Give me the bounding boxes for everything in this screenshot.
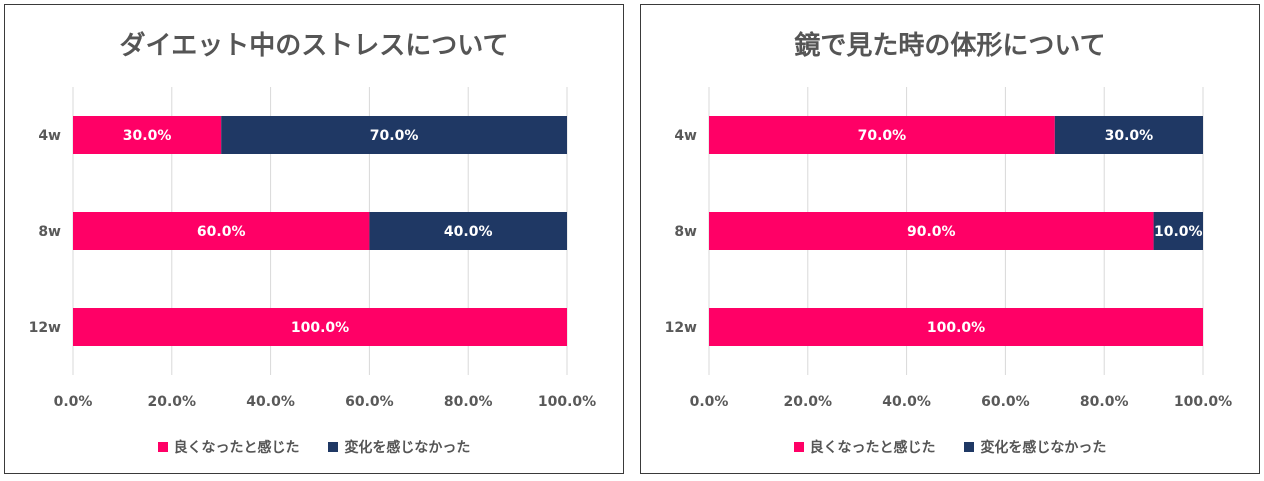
legend-label: 変化を感じなかった — [980, 440, 1107, 456]
bar-segment — [1054, 116, 1203, 154]
bar-segment — [1153, 212, 1203, 250]
y-category-label: 4w — [674, 128, 697, 144]
bar-segment — [709, 212, 1154, 250]
legend-label: 変化を感じなかった — [344, 440, 471, 456]
y-category-label: 8w — [674, 224, 697, 240]
chart-plot: 0.0% 20.0% 40.0% 60.0% 80.0% 100.0% 4w 8w 12w 30.… — [29, 87, 596, 410]
legend-swatch-improved — [793, 442, 804, 452]
y-category-label: 8w — [38, 224, 61, 240]
bar-segment — [709, 116, 1055, 154]
legend-swatch-no-change — [328, 442, 339, 452]
chart-panel-body-shape: 鏡で見た時の体形について 0.0% 20.0% 40.0% 60.0% 80.0% 100… — [640, 4, 1260, 474]
chart-legend: 良くなったと感じた 変化を感じなかった — [641, 437, 1259, 457]
bar-segment — [73, 116, 222, 154]
x-tick-label: 100.0% — [538, 394, 596, 410]
legend-item-improved: 良くなったと感じた — [793, 437, 936, 457]
legend-swatch-improved — [157, 442, 168, 452]
x-tick-label: 100.0% — [1174, 394, 1232, 410]
legend-item-no-change: 変化を感じなかった — [964, 437, 1106, 457]
bar-segment — [73, 308, 567, 346]
chart-title: 鏡で見た時の体形について — [794, 31, 1106, 61]
bar-segment — [709, 308, 1203, 346]
data-label: 10.0% — [1154, 224, 1203, 240]
chart-plot: 0.0% 20.0% 40.0% 60.0% 80.0% 100.0% 4w 8w 12w 70.… — [665, 87, 1232, 410]
data-label: 40.0% — [444, 224, 493, 240]
x-tick-label: 20.0% — [784, 394, 833, 410]
x-tick-label: 40.0% — [882, 394, 931, 410]
bar-segment — [73, 212, 370, 250]
data-label: 60.0% — [197, 224, 246, 240]
data-label: 100.0% — [927, 320, 985, 336]
x-tick-label: 40.0% — [246, 394, 295, 410]
y-category-label: 12w — [665, 320, 697, 336]
legend-item-no-change: 変化を感じなかった — [328, 437, 470, 457]
x-tick-label: 0.0% — [54, 394, 93, 410]
data-label: 90.0% — [907, 224, 956, 240]
x-tick-label: 60.0% — [981, 394, 1030, 410]
chart-title: ダイエット中のストレスについて — [119, 31, 509, 61]
data-label: 100.0% — [291, 320, 349, 336]
legend-label: 良くなったと感じた — [173, 440, 300, 456]
bar-segment — [221, 116, 567, 154]
data-label: 30.0% — [123, 128, 172, 144]
chart-panel-stress: ダイエット中のストレスについて 0.0% 20.0% 40.0% 60.0% 80.0%… — [4, 4, 624, 474]
data-label: 30.0% — [1105, 128, 1154, 144]
data-label: 70.0% — [858, 128, 907, 144]
x-tick-label: 80.0% — [444, 394, 493, 410]
x-tick-label: 0.0% — [690, 394, 729, 410]
x-tick-label: 80.0% — [1080, 394, 1129, 410]
y-category-label: 12w — [29, 320, 61, 336]
bar-segment — [369, 212, 567, 250]
chart-legend: 良くなったと感じた 変化を感じなかった — [5, 437, 623, 457]
data-label: 70.0% — [370, 128, 419, 144]
x-tick-label: 60.0% — [345, 394, 394, 410]
legend-item-improved: 良くなったと感じた — [157, 437, 300, 457]
y-category-label: 4w — [38, 128, 61, 144]
legend-swatch-no-change — [964, 442, 975, 452]
legend-label: 良くなったと感じた — [809, 440, 936, 456]
x-tick-label: 20.0% — [148, 394, 197, 410]
